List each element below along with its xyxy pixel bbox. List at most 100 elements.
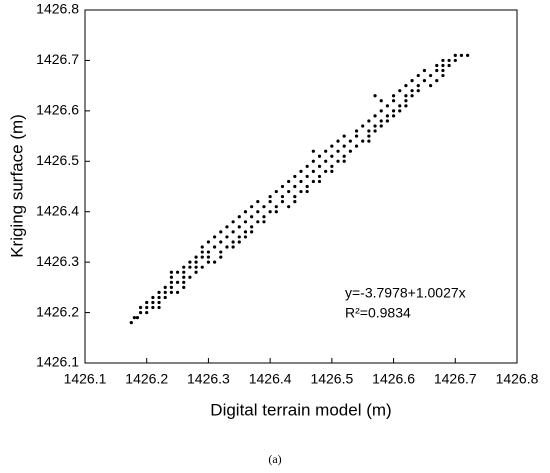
point <box>373 114 377 118</box>
point <box>157 290 161 294</box>
point <box>237 215 241 219</box>
point <box>391 94 396 98</box>
point <box>391 109 396 113</box>
point <box>422 79 427 83</box>
point <box>287 189 291 194</box>
point <box>188 260 192 264</box>
point <box>293 174 297 179</box>
point <box>385 104 389 108</box>
point <box>336 159 340 163</box>
y-tick-label: 1426.2 <box>36 303 79 319</box>
point <box>280 194 285 199</box>
point <box>317 174 322 179</box>
point <box>354 129 359 133</box>
r-squared: R²=0.9834 <box>345 305 411 321</box>
point <box>256 200 260 204</box>
point <box>299 179 303 184</box>
point <box>182 280 186 284</box>
point <box>354 134 359 138</box>
point <box>274 205 278 209</box>
point <box>243 235 248 239</box>
point <box>422 68 427 73</box>
point <box>182 270 186 274</box>
point <box>268 194 272 199</box>
y-tick-label: 1426.4 <box>36 202 79 218</box>
point <box>169 280 173 284</box>
point <box>317 179 322 184</box>
point <box>379 99 383 103</box>
point <box>453 58 457 63</box>
point <box>268 200 272 204</box>
point <box>391 114 396 118</box>
point <box>175 270 180 274</box>
point <box>317 154 322 158</box>
point <box>169 285 173 289</box>
point <box>348 149 352 153</box>
point <box>231 240 235 244</box>
point <box>293 200 297 204</box>
point <box>435 68 439 73</box>
point <box>447 58 451 63</box>
point <box>145 305 149 310</box>
y-tick-label: 1426.1 <box>36 354 79 370</box>
point <box>135 316 140 320</box>
point <box>194 255 198 259</box>
x-tick-label: 1426.6 <box>372 371 415 387</box>
point <box>262 220 266 224</box>
point <box>132 316 136 320</box>
point <box>225 245 229 249</box>
x-tick-label: 1426.1 <box>64 371 107 387</box>
point <box>182 265 186 269</box>
point <box>175 280 180 284</box>
point <box>342 154 346 158</box>
point <box>145 310 149 315</box>
point <box>367 134 371 138</box>
point <box>287 179 291 184</box>
point <box>274 189 278 194</box>
point <box>311 159 315 163</box>
point <box>330 169 334 173</box>
point <box>231 220 235 224</box>
point <box>182 285 186 289</box>
x-tick-label: 1426.2 <box>125 371 168 387</box>
point <box>330 144 334 148</box>
point <box>410 89 414 93</box>
point <box>243 220 248 224</box>
point <box>250 215 254 219</box>
point <box>243 230 248 234</box>
point <box>385 114 389 118</box>
point <box>157 295 161 300</box>
point <box>237 225 241 229</box>
point <box>305 164 309 168</box>
x-tick-label: 1426.3 <box>187 371 230 387</box>
point <box>361 124 365 128</box>
point <box>435 79 439 83</box>
y-axis-label: Kriging surface (m) <box>7 114 26 258</box>
point <box>361 139 365 143</box>
point <box>163 285 167 289</box>
point <box>262 205 266 209</box>
point <box>188 265 192 269</box>
point <box>169 275 173 279</box>
point <box>404 94 408 98</box>
point <box>324 169 328 173</box>
x-tick-label: 1426.8 <box>496 371 539 387</box>
point <box>138 310 143 315</box>
point <box>256 220 260 224</box>
point <box>311 149 315 153</box>
point <box>391 99 396 103</box>
point <box>219 240 223 244</box>
point <box>280 200 285 204</box>
point <box>194 265 198 269</box>
point <box>367 119 371 123</box>
point <box>373 124 377 128</box>
point <box>367 129 371 133</box>
x-tick-label: 1426.7 <box>434 371 477 387</box>
point <box>447 63 451 68</box>
point <box>256 210 260 214</box>
point <box>293 194 297 199</box>
point <box>379 119 383 123</box>
point <box>342 159 346 163</box>
point <box>330 154 334 158</box>
